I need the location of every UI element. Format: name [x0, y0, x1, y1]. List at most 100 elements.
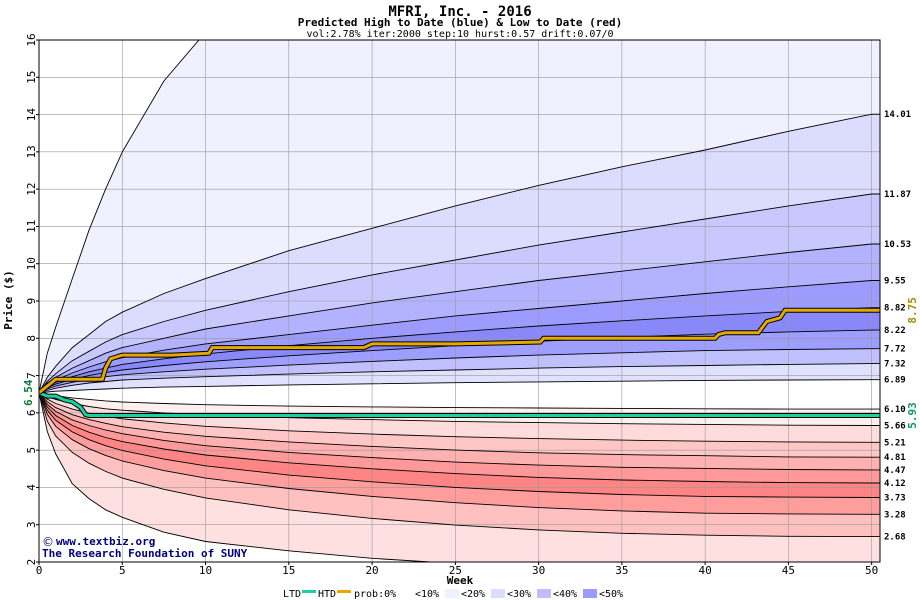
percentile-value-label: 2.68 — [884, 533, 906, 543]
x-tick-label: 45 — [782, 564, 795, 577]
y-tick-label: 12 — [25, 183, 38, 196]
x-tick-label: 35 — [615, 564, 628, 577]
legend-band-10-label: <10% — [415, 589, 439, 600]
y-tick-label: 11 — [25, 220, 38, 233]
percentile-value-label: 7.72 — [884, 345, 906, 355]
percentile-value-label: 5.21 — [884, 438, 906, 448]
lower-percentile-line-8 — [39, 392, 880, 538]
lower-percentile-line-2 — [39, 392, 880, 443]
y-tick-label: 15 — [25, 71, 38, 84]
y-tick-label: 5 — [25, 447, 38, 454]
lower-band-7 — [39, 392, 880, 537]
x-tick-label: 25 — [449, 564, 462, 577]
chart-title: MFRI, Inc. - 2016 — [388, 4, 531, 20]
lower-percentile-line-0 — [39, 392, 880, 410]
legend-band-0-swatch — [399, 589, 413, 598]
y-axis-label: Price ($) — [2, 270, 15, 330]
credit-org: The Research Foundation of SUNY — [42, 547, 248, 560]
legend-htd-swatch — [337, 590, 351, 593]
percentile-value-label: 4.47 — [884, 466, 906, 476]
x-tick-label: 40 — [699, 564, 712, 577]
percentile-value-label: 6.89 — [884, 376, 906, 386]
x-tick-label: 10 — [199, 564, 212, 577]
upper-band-3 — [39, 280, 880, 393]
ltd-end-label: 5.93 — [906, 402, 919, 429]
y-tick-label: 9 — [25, 298, 38, 305]
percentile-value-label: 5.66 — [884, 422, 906, 432]
upper-percentile-line-0 — [39, 113, 880, 393]
outer-upper-line — [39, 40, 200, 393]
upper-band-5 — [39, 330, 880, 393]
legend-band-40-label: <40% — [553, 589, 577, 600]
percentile-lines — [39, 40, 880, 562]
upper-band-outer — [39, 40, 880, 393]
lower-percentile-line-5 — [39, 392, 880, 484]
percentile-value-label: 10.53 — [884, 240, 911, 250]
percentile-value-label: 8.82 — [884, 304, 906, 314]
legend-band-40-swatch — [583, 589, 597, 598]
chart-params: vol:2.78% iter:2000 step:10 hurst:0.57 d… — [306, 29, 613, 40]
legend-band-50-label: <50% — [599, 589, 623, 600]
percentile-value-label: 9.55 — [884, 276, 906, 286]
upper-band-0 — [39, 114, 880, 393]
percentile-value-label: 3.28 — [884, 510, 906, 520]
y-tick-label: 3 — [25, 521, 38, 528]
x-tick-label: 20 — [365, 564, 378, 577]
percentile-value-label: 3.73 — [884, 493, 906, 503]
legend: LTD HTD prob:0% <10% <20% <30% <40% <50% — [283, 589, 623, 600]
y-tick-label: 10 — [25, 257, 38, 270]
ltd-line — [39, 391, 880, 417]
htd-line — [39, 308, 880, 394]
percentile-value-label: 8.22 — [884, 326, 906, 336]
lower-band-5 — [39, 392, 880, 498]
lower-percentile-line-4 — [39, 392, 880, 471]
upper-percentile-line-6 — [39, 348, 880, 394]
percentile-value-label: 14.01 — [884, 110, 911, 120]
upper-percentile-line-1 — [39, 193, 880, 393]
lower-band-outer — [39, 392, 880, 562]
upper-percentile-line-2 — [39, 243, 880, 393]
chart-subtitle: Predicted High to Date (blue) & Low to D… — [298, 16, 623, 29]
y-tick-label: 13 — [25, 145, 38, 158]
lower-percentile-line-3 — [39, 392, 880, 458]
percentile-value-label: 7.32 — [884, 360, 906, 370]
start-price-label: 6.54 — [22, 379, 35, 406]
x-tick-label: 15 — [282, 564, 295, 577]
right-value-labels: 14.01 11.87 10.53 9.55 8.82 8.22 7.72 7.32 6.89 6… — [884, 110, 911, 542]
credit-url: www.textbiz.org — [56, 535, 155, 548]
htd-end-label: 8.75 — [906, 297, 919, 324]
upper-band-1 — [39, 194, 880, 393]
y-tick-label: 6 — [25, 410, 38, 417]
legend-ltd-label: LTD — [283, 589, 301, 600]
lower-percentile-line-6 — [39, 392, 880, 498]
upper-percentile-line-3 — [39, 280, 880, 394]
legend-htd-label: HTD — [318, 589, 336, 600]
credit-copyright-icon: © — [42, 535, 54, 549]
upper-percentile-line-7 — [39, 363, 880, 394]
percentile-value-label: 6.10 — [884, 405, 906, 415]
upper-band-4 — [39, 307, 880, 393]
y-tick-label: 14 — [25, 108, 38, 122]
lower-band-6 — [39, 392, 880, 515]
percentile-value-label: 4.12 — [884, 479, 906, 489]
upper-percentile-line-8 — [39, 379, 880, 394]
percentile-value-label: 11.87 — [884, 190, 911, 200]
legend-prob-label: prob:0% — [354, 589, 396, 600]
legend-band-30-label: <30% — [507, 589, 531, 600]
center-band — [39, 379, 880, 410]
legend-band-10-swatch — [445, 589, 459, 598]
credit: © www.textbiz.org The Research Foundatio… — [42, 535, 248, 560]
lower-band-4 — [39, 392, 880, 483]
legend-band-20-label: <20% — [461, 589, 485, 600]
outer-lower-line — [39, 392, 431, 562]
legend-band-20-swatch — [491, 589, 505, 598]
x-axis-label: Week — [447, 574, 474, 587]
legend-band-30-swatch — [537, 589, 551, 598]
x-tick-label: 30 — [532, 564, 545, 577]
lower-band-3 — [39, 392, 880, 470]
x-tick-label: 50 — [865, 564, 878, 577]
lower-band-1 — [39, 392, 880, 443]
y-tick-label: 16 — [25, 33, 38, 46]
